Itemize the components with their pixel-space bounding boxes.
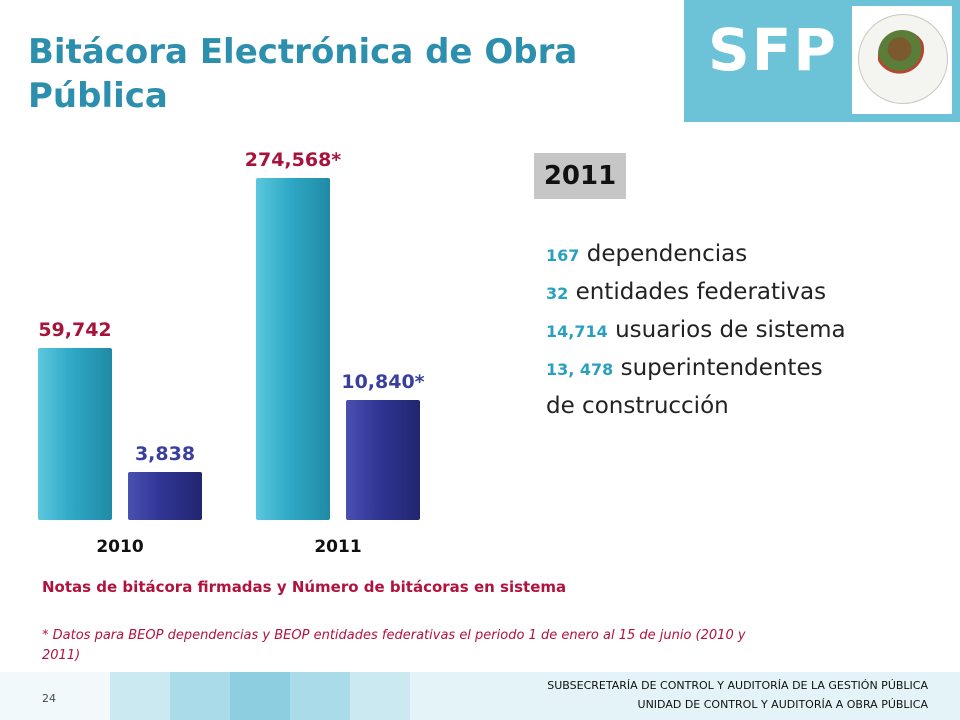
stat-number: 32 xyxy=(546,284,569,303)
stat-item-entidades: 32 entidades federativas xyxy=(546,274,946,312)
footer-line-1: SUBSECRETARÍA DE CONTROL Y AUDITORÍA DE … xyxy=(547,679,928,692)
chart-caption: Notas de bitácora firmadas y Número de b… xyxy=(42,578,567,596)
data-label-2011-series-1: 274,568* xyxy=(245,149,342,171)
stat-item-usuarios: 14,714 usuarios de sistema xyxy=(546,312,946,350)
category-label-2010: 2010 xyxy=(96,537,143,557)
data-label-2010-series-1: 59,742 xyxy=(38,319,111,341)
year-badge: 2011 xyxy=(534,153,626,199)
stats-list: 167 dependencias 32 entidades federativa… xyxy=(546,236,946,424)
stat-text: usuarios de sistema xyxy=(615,317,846,343)
category-label-2011: 2011 xyxy=(314,537,361,557)
stat-number: 14,714 xyxy=(546,322,608,341)
mexico-coat-of-arms-icon xyxy=(852,6,952,114)
page-title: Bitácora Electrónica de Obra Pública xyxy=(28,32,578,116)
footnote: * Datos para BEOP dependencias y BEOP en… xyxy=(42,628,746,663)
bar-2010-series-1 xyxy=(38,348,112,520)
stat-item-dependencias: 167 dependencias xyxy=(546,236,946,274)
bar-2010-series-2 xyxy=(128,472,202,520)
bar-chart: 59,742 3,838 274,568* 10,840* 2010 2011 xyxy=(38,149,425,557)
stat-text: dependencias xyxy=(586,241,748,267)
sfp-logo-text: SFP xyxy=(708,16,838,84)
sfp-logo: SFP xyxy=(684,0,960,122)
stat-text: entidades federativas xyxy=(575,279,827,305)
stat-number: 13, 478 xyxy=(546,360,614,379)
footer-text: SUBSECRETARÍA DE CONTROL Y AUDITORÍA DE … xyxy=(547,676,928,714)
data-label-2011-series-2: 10,840* xyxy=(341,371,424,393)
stat-text: superintendentes xyxy=(620,355,823,381)
footer-band xyxy=(0,672,960,720)
bar-2011-series-1 xyxy=(256,178,330,520)
stat-item-superintendentes: 13, 478 superintendentes xyxy=(546,350,946,388)
stat-number: 167 xyxy=(546,246,580,265)
bar-2011-series-2 xyxy=(346,400,420,520)
stat-item-tail: de construcción xyxy=(546,393,729,419)
footer-line-2: UNIDAD DE CONTROL Y AUDITORÍA A OBRA PÚB… xyxy=(637,698,928,711)
data-label-2010-series-2: 3,838 xyxy=(135,443,195,465)
page-number: 24 xyxy=(42,692,56,705)
